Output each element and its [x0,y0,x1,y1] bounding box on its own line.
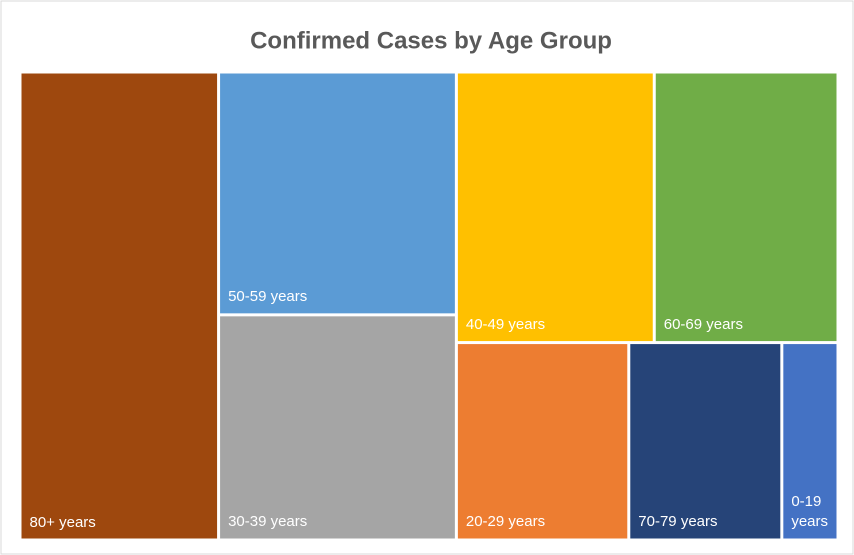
tile-label: 60-69 years [663,316,743,334]
tile-label: 40-49 years [465,316,546,334]
treemap-tile [21,73,218,539]
tile-label: 70-79 years [638,513,718,531]
treemap-tile [457,344,628,539]
tile-label-box: 50-59 years [228,288,308,306]
tile-label-box: 0-19 years [791,493,828,531]
tile-label: 50-59 years [228,288,308,306]
tile-label-box: 70-79 years [638,513,718,531]
treemap-tile [630,344,781,539]
treemap-tile [655,73,837,342]
tile-label-box: 80+ years [29,513,96,531]
tile-label-box: 40-49 years [465,316,546,334]
tile-label-box: 60-69 years [663,316,743,334]
tile-label: 30-39 years [228,513,308,531]
treemap-tile [220,73,455,314]
tile-label: 80+ years [29,513,96,531]
tile-label-box: 20-29 years [465,513,546,531]
tile-label: 20-29 years [465,513,546,531]
treemap-tile [457,73,653,342]
treemap-tile [220,316,455,539]
tile-label-box: 30-39 years [228,513,308,531]
chart-title: Confirmed Cases by Age Group [250,27,612,54]
treemap-tile [783,344,837,539]
tile-label: 0-19 years [791,493,828,531]
